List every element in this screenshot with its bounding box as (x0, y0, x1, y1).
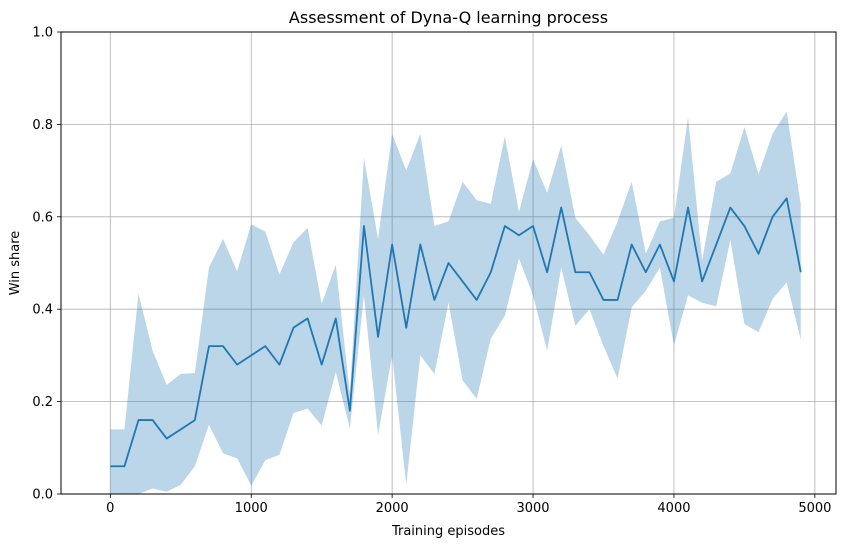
x-tick-label: 2000 (376, 501, 409, 516)
y-tick-label: 1.0 (32, 26, 53, 41)
y-tick-label: 0.0 (32, 488, 53, 503)
y-tick-label: 0.4 (32, 303, 53, 318)
y-tick-label: 0.6 (32, 210, 53, 225)
x-tick-label: 3000 (516, 501, 549, 516)
x-tick-label: 4000 (657, 501, 690, 516)
x-tick-label: 1000 (235, 501, 268, 516)
y-tick-label: 0.8 (32, 118, 53, 133)
y-tick-label: 0.2 (32, 395, 53, 410)
confidence-band (110, 111, 801, 495)
x-tick-label: 5000 (798, 501, 831, 516)
y-axis-label: Win share (8, 231, 23, 296)
ticks: 0 1000 2000 3000 4000 5000 0.0 0.2 0.4 0.6 0.8 1.0 (32, 26, 831, 517)
x-axis-label: Training episodes (391, 524, 505, 539)
x-tick-label: 0 (106, 501, 114, 516)
chart-title: Assessment of Dyna-Q learning process (289, 8, 608, 27)
win-share-line (110, 197, 802, 468)
plot-frame (60, 31, 837, 495)
